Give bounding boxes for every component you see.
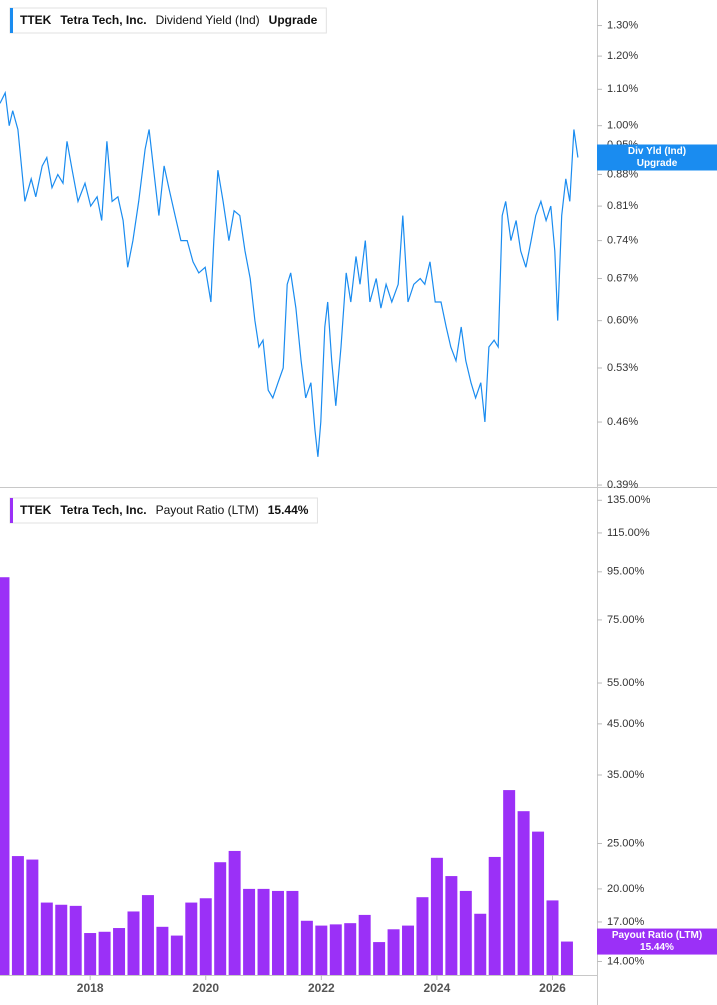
axes: 0.39% 0.46% 0.53% 0.60% 0.67% 0.74% 0.81% 0.88%… bbox=[9, 7, 717, 995]
y-tick-label: 0.53% bbox=[607, 362, 638, 374]
top-plot bbox=[0, 90, 579, 457]
y-tick-label: 14.00% bbox=[607, 955, 645, 967]
x-tick-label: 2024 bbox=[424, 981, 451, 995]
bar bbox=[459, 890, 472, 975]
y-tick-label: 0.74% bbox=[607, 234, 638, 246]
bar bbox=[329, 924, 342, 975]
bar bbox=[185, 902, 198, 975]
bar bbox=[257, 888, 270, 975]
bar bbox=[560, 941, 573, 975]
bar bbox=[315, 925, 328, 975]
y-tick-label: 0.39% bbox=[607, 479, 638, 491]
bar bbox=[286, 890, 299, 975]
last-value-label: Payout Ratio (LTM) bbox=[612, 930, 702, 941]
bar bbox=[11, 856, 24, 975]
legend-text: Upgrade bbox=[269, 13, 318, 27]
bar bbox=[98, 931, 111, 975]
y-tick-label: 0.46% bbox=[607, 416, 638, 428]
y-tick-label: 95.00% bbox=[607, 566, 645, 578]
bar bbox=[271, 890, 284, 975]
legend-box bbox=[9, 7, 327, 34]
y-tick-label: 45.00% bbox=[607, 718, 645, 730]
bar bbox=[199, 898, 212, 975]
y-tick-label: 17.00% bbox=[607, 916, 645, 928]
legend-swatch bbox=[10, 8, 13, 33]
bar bbox=[387, 929, 400, 975]
bar bbox=[517, 811, 530, 975]
bar bbox=[40, 902, 53, 975]
last-value-text: Upgrade bbox=[637, 158, 678, 169]
last-value-marker bbox=[597, 144, 717, 171]
y-tick-label: 75.00% bbox=[607, 614, 645, 626]
legend: TTEK Tetra Tech, Inc. Dividend Yield (Ind)… bbox=[9, 7, 327, 34]
bar bbox=[127, 911, 140, 975]
y-tick-label: 25.00% bbox=[607, 837, 645, 849]
bar bbox=[503, 790, 516, 975]
legend-text: TTEK bbox=[20, 13, 52, 27]
y-tick-label: 0.81% bbox=[607, 200, 638, 212]
bar bbox=[214, 862, 227, 975]
bar bbox=[358, 914, 371, 975]
legend-text: Dividend Yield (Ind) bbox=[156, 13, 260, 27]
bar bbox=[0, 577, 10, 975]
legend-text: Tetra Tech, Inc. bbox=[60, 503, 146, 517]
bar bbox=[416, 897, 429, 975]
bar bbox=[532, 831, 545, 975]
bar bbox=[546, 900, 559, 975]
y-tick-label: 1.10% bbox=[607, 83, 638, 95]
y-tick-label: 115.00% bbox=[607, 527, 650, 539]
y-tick-label: 35.00% bbox=[607, 769, 645, 781]
bar bbox=[488, 856, 501, 975]
legend-text: Payout Ratio (LTM) bbox=[156, 503, 259, 517]
bar bbox=[402, 925, 415, 975]
bottom-plot bbox=[0, 577, 573, 975]
last-value-marker bbox=[597, 928, 717, 955]
legend-text: 15.44% bbox=[268, 503, 309, 517]
y-tick-label: 0.67% bbox=[607, 272, 638, 284]
bar bbox=[373, 942, 386, 975]
y-tick-label: 0.60% bbox=[607, 315, 638, 327]
y-tick-label: 20.00% bbox=[607, 883, 645, 895]
bar bbox=[300, 920, 313, 975]
bar bbox=[26, 859, 39, 975]
last-value-text: 15.44% bbox=[640, 942, 674, 953]
legend: TTEK Tetra Tech, Inc. Payout Ratio (LTM) 15… bbox=[9, 497, 318, 524]
y-tick-label: 0.88% bbox=[607, 168, 638, 180]
bar bbox=[69, 905, 82, 975]
x-tick-label: 2020 bbox=[192, 981, 219, 995]
bar bbox=[113, 928, 126, 975]
bar bbox=[141, 895, 154, 975]
x-tick-label: 2026 bbox=[539, 981, 566, 995]
bar bbox=[84, 933, 97, 975]
bar bbox=[344, 923, 357, 975]
bar bbox=[243, 888, 256, 975]
bar bbox=[445, 876, 458, 975]
line bbox=[0, 90, 579, 457]
y-tick-label: 1.00% bbox=[607, 120, 638, 132]
y-tick-label: 55.00% bbox=[607, 677, 645, 689]
bar bbox=[430, 857, 443, 975]
bar bbox=[474, 913, 487, 975]
legend-swatch bbox=[10, 498, 13, 523]
bar bbox=[156, 926, 169, 975]
x-tick-label: 2022 bbox=[308, 981, 335, 995]
legend-text: TTEK bbox=[20, 503, 52, 517]
x-tick-label: 2018 bbox=[77, 981, 104, 995]
legend-box bbox=[9, 497, 318, 524]
bar bbox=[55, 904, 68, 975]
y-tick-label: 135.00% bbox=[607, 494, 651, 506]
last-value-label: Div Yld (Ind) bbox=[628, 146, 686, 157]
y-tick-label: 1.20% bbox=[607, 50, 638, 62]
legend-text: Tetra Tech, Inc. bbox=[60, 13, 146, 27]
bar bbox=[228, 850, 241, 975]
bar bbox=[170, 935, 183, 975]
y-tick-label: 1.30% bbox=[607, 19, 638, 31]
